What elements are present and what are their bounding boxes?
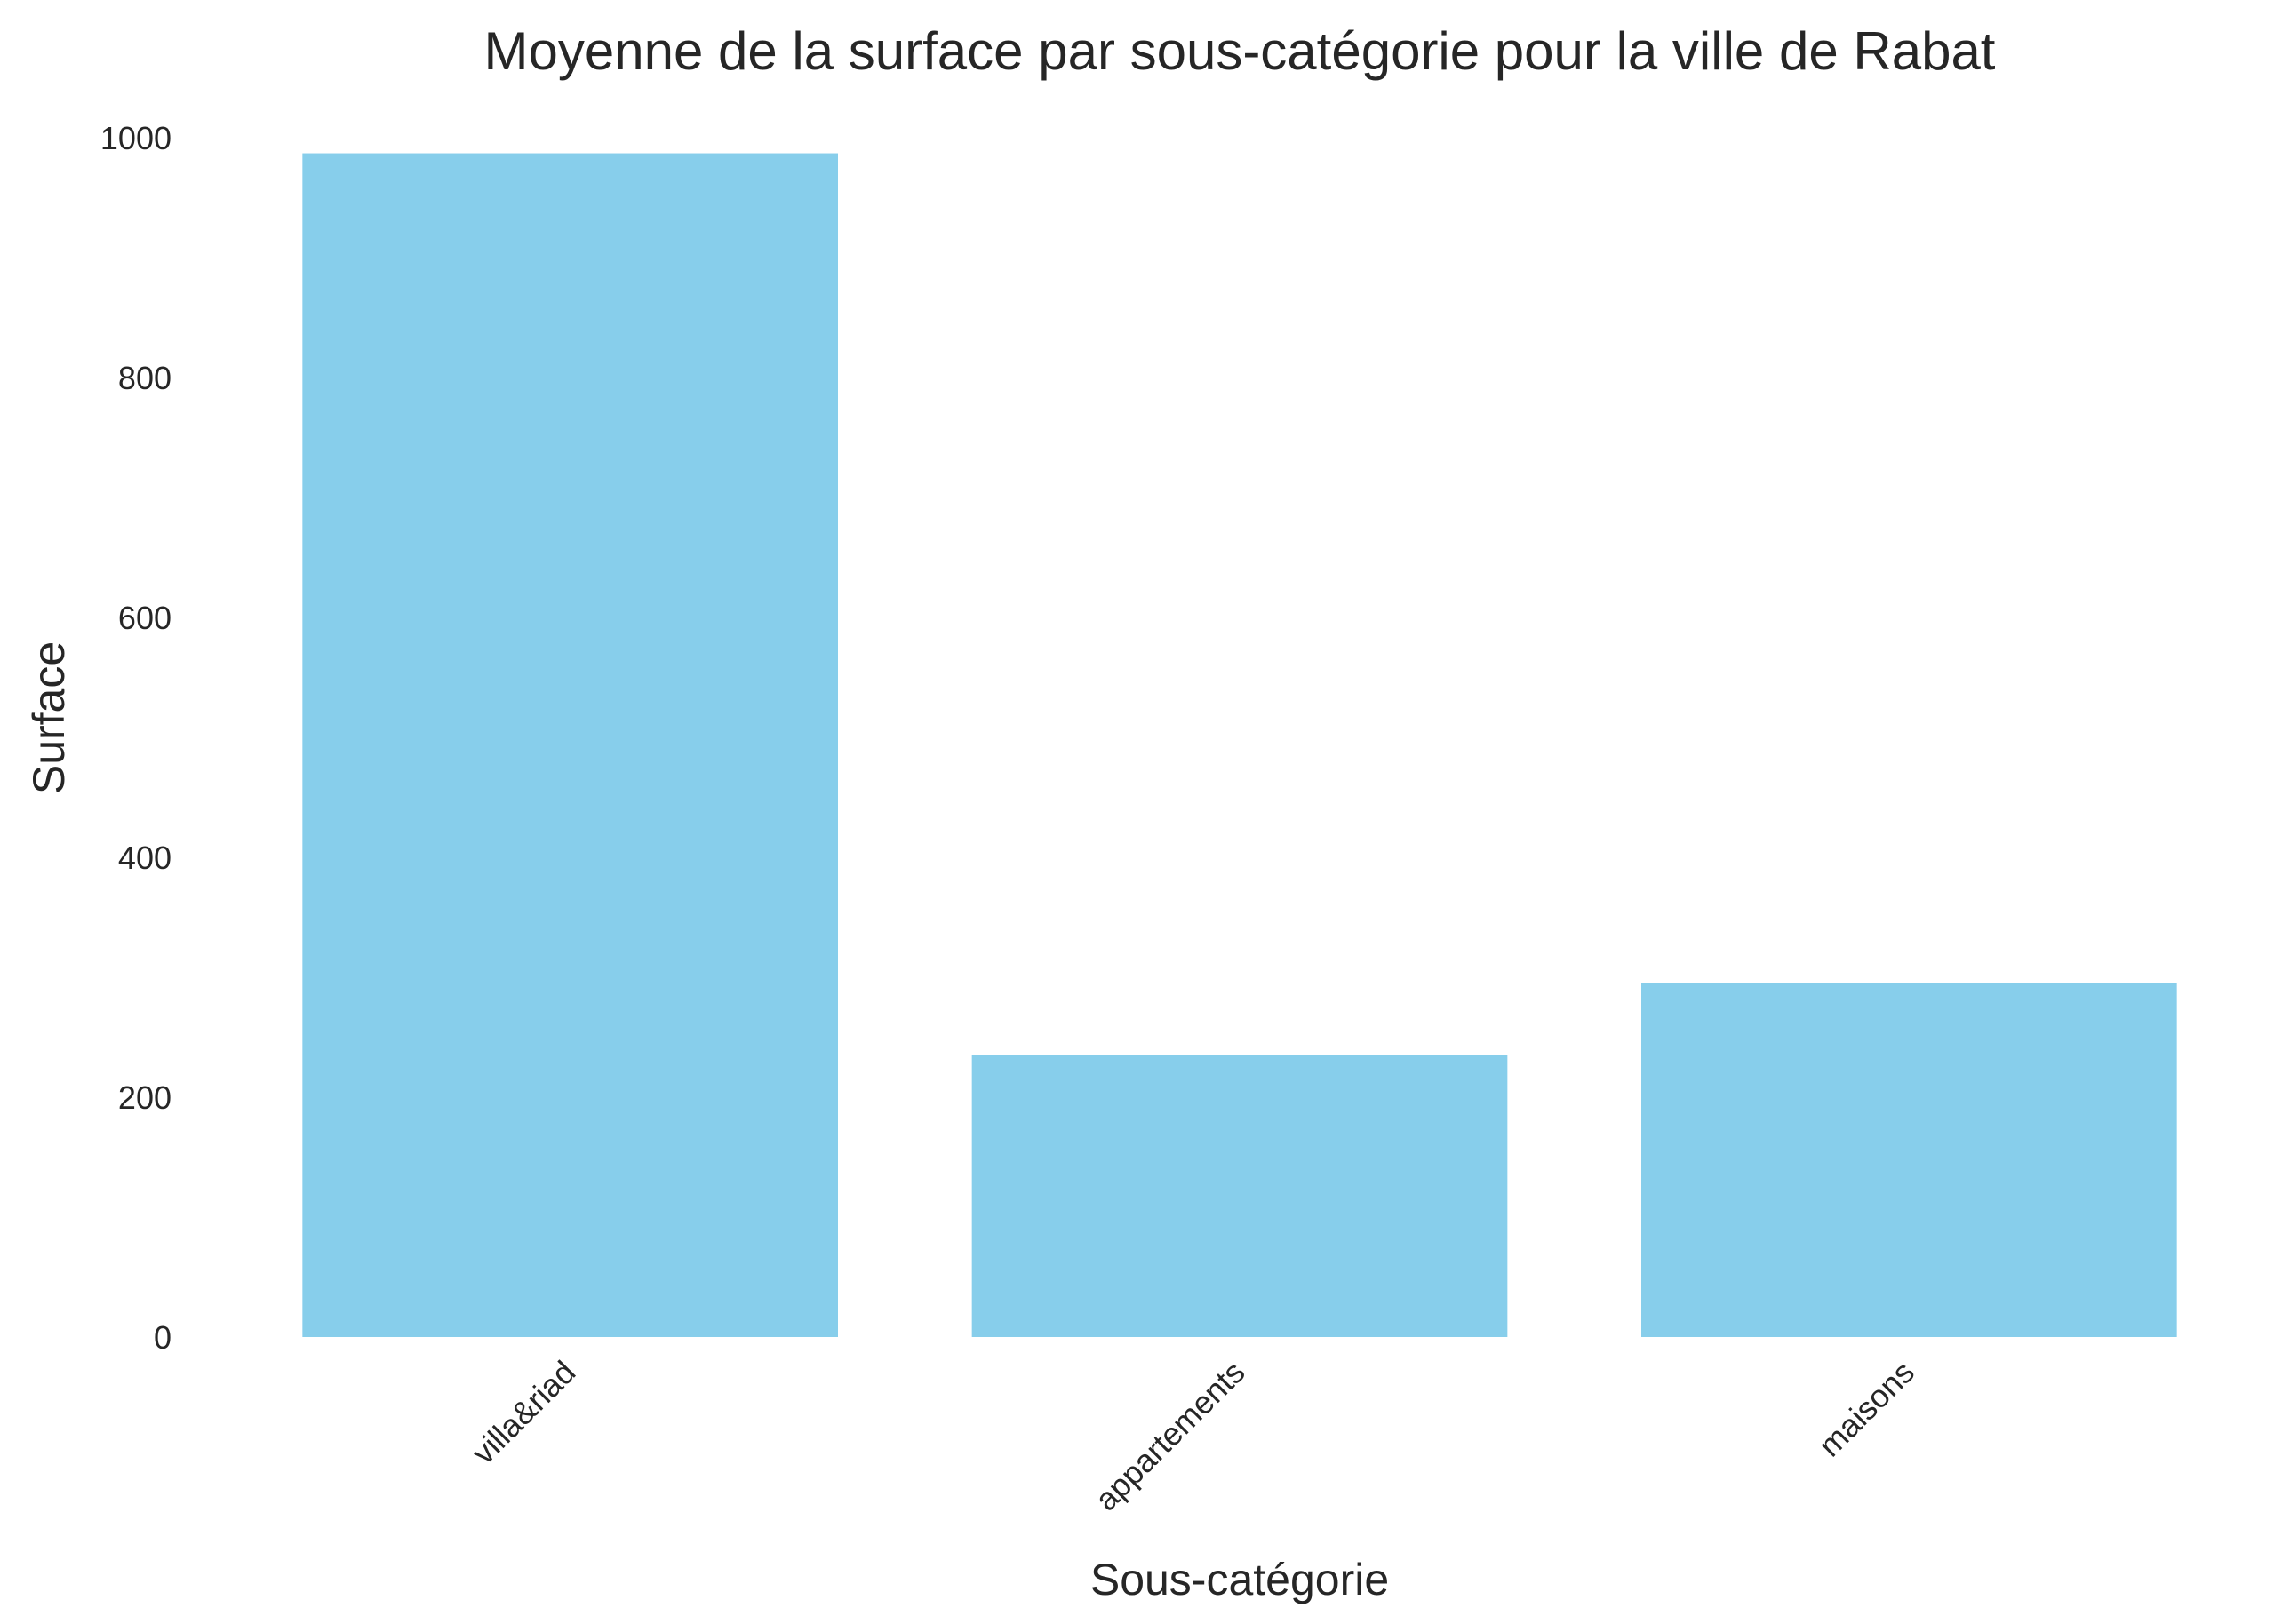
chart-title: Moyenne de la surface par sous-catégorie… <box>484 21 1996 81</box>
bars <box>302 153 2177 1337</box>
y-tick-label: 600 <box>118 600 172 636</box>
x-axis-label: Sous-catégorie <box>1090 1555 1389 1604</box>
bar-villa-riad <box>302 153 838 1337</box>
bar-appartements <box>971 1055 1508 1337</box>
y-axis-label: Surface <box>24 641 74 794</box>
x-axis-ticks: villa&riad appartements maisons <box>465 1354 1921 1518</box>
x-tick-label: appartements <box>1088 1354 1252 1518</box>
bar-maisons <box>1641 983 2177 1337</box>
y-tick-label: 1000 <box>100 120 172 156</box>
y-tick-label: 400 <box>118 840 172 876</box>
y-tick-label: 0 <box>154 1319 172 1356</box>
y-tick-label: 800 <box>118 360 172 396</box>
x-tick-label: villa&riad <box>465 1354 582 1471</box>
y-tick-label: 200 <box>118 1079 172 1116</box>
y-axis-ticks: 0 200 400 600 800 1000 <box>100 120 172 1356</box>
x-tick-label: maisons <box>1811 1354 1921 1464</box>
